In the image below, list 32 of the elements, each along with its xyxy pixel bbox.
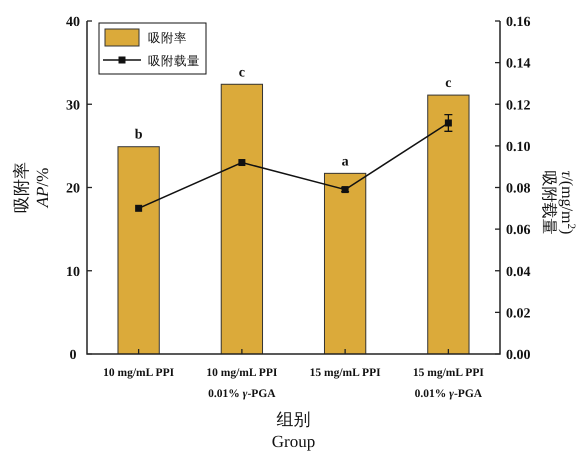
point (444, 119, 452, 126)
x-tick-label: 10 mg/mL PPI (103, 367, 175, 379)
bar (324, 172, 366, 354)
y-tick-label: 0 (70, 348, 76, 363)
y-tick-label: 20 (66, 182, 80, 196)
x-axis-title: 组别 Group (272, 410, 316, 451)
bar (220, 84, 264, 354)
annotation: b (134, 128, 143, 143)
y2-tick-label: 0.14 (506, 56, 530, 72)
y-tick-label: 10 (66, 264, 80, 280)
annotation: a (342, 154, 349, 170)
point (238, 159, 246, 166)
y2-tick-label: 0.12 (506, 98, 530, 114)
y2-tick-label: 0.16 (506, 15, 530, 30)
x-tick-label: 10 mg/mL PPI 0.01% γ-PGA (206, 367, 278, 400)
bar (117, 146, 160, 354)
annotation: c (445, 76, 452, 92)
bar (427, 94, 470, 354)
y2-tick-label: 0.06 (506, 223, 530, 238)
y2-tick-label: 0.00 (506, 348, 530, 363)
y2-tick-label: 0.04 (506, 264, 530, 280)
legend-label: 吸附载量 (148, 54, 200, 68)
y-tick-label: 40 (66, 15, 80, 30)
annotation: c (238, 65, 245, 80)
y2-tick-label: 0.10 (506, 140, 530, 155)
x-tick-label: 15 mg/mL PPI 0.01% γ-PGA (412, 367, 484, 400)
legend-label: 吸附率 (148, 30, 187, 45)
x-tick-label: 15 mg/mL PPI (310, 367, 382, 379)
point (135, 204, 142, 212)
y2-tick-label: 0.08 (506, 182, 530, 196)
y2-tick-label: 0.02 (506, 306, 530, 322)
y-tick-label: 30 (66, 98, 80, 114)
